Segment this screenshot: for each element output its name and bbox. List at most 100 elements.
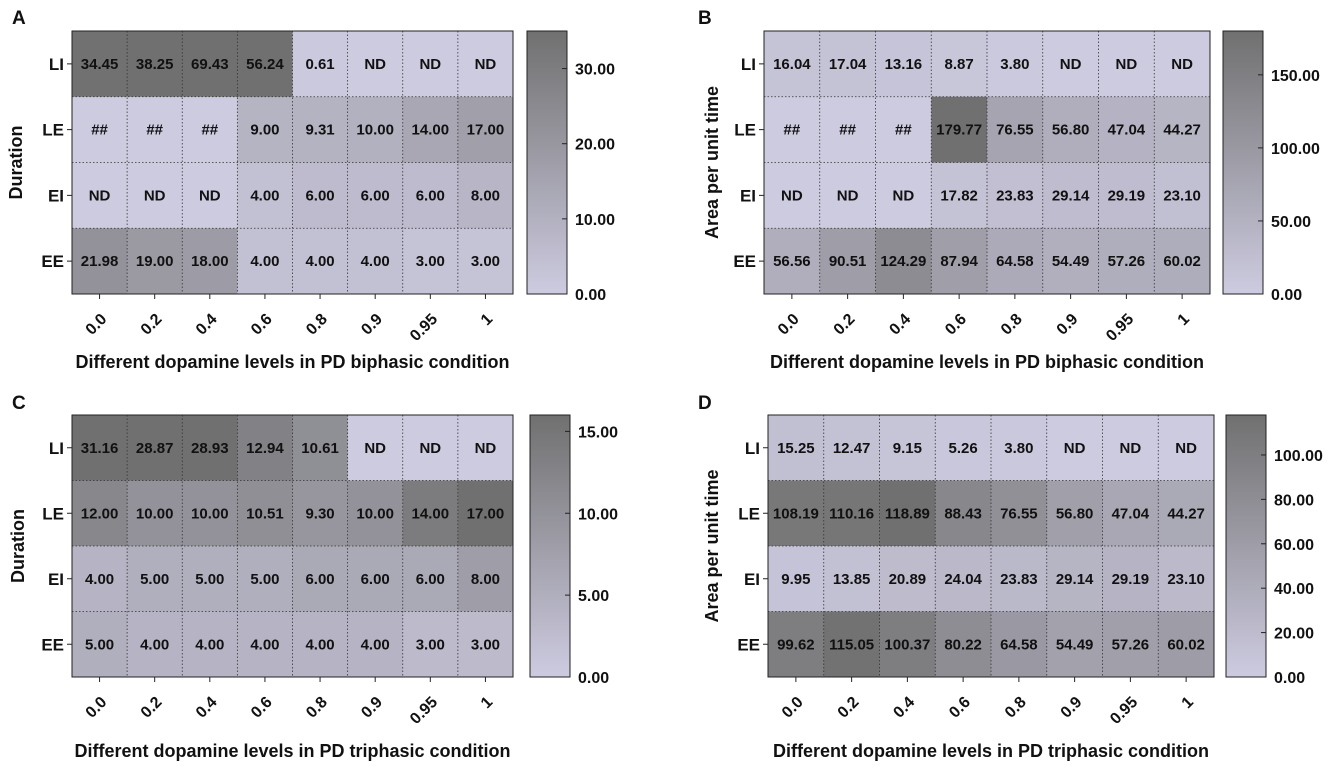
heatmap-cell [931,96,988,163]
cell-labels: 16.04 17.04 13.16 8.87 3.80 ND ND ND ## ## ## 179.7… [773,56,1201,270]
heatmap-panel-a: A34.45 38.25 69.43 56.24 0.61 ND ND ND## ## ## 9.0… [6,8,615,372]
cell-value: ND [419,56,441,73]
cell-value: 3.80 [1004,440,1033,457]
heatmap-cell [823,415,880,481]
cell-value: 10.00 [136,505,174,522]
cell-value: 20.89 [889,571,927,588]
cell-value: ND [144,187,166,204]
cell-value: 4.00 [361,636,390,653]
cell-value: 90.51 [829,253,867,270]
cell-value: 10.00 [356,505,394,522]
column-tick-labels: 0.0 0.2 0.4 0.6 0.8 0.9 0.95 1 [775,294,1193,345]
heatmap-cell [875,228,932,295]
heatmap-cell [1046,415,1103,481]
cell-value: ## [839,122,856,139]
column-tick-label: 0.8 [303,311,331,339]
cell-value: 4.00 [85,571,114,588]
cell-value: 38.25 [136,56,174,73]
cell-value: ## [895,122,912,139]
heatmap-cell [182,480,238,547]
colorbar-tick-label: 0.00 [1271,287,1302,304]
cell-value: 29.14 [1056,571,1094,588]
heatmap-cell [457,228,514,295]
cell-value: ND [1171,56,1193,73]
heatmap-cell [1098,31,1155,98]
column-tick-label: 0.2 [831,311,859,339]
cell-value: 21.98 [81,253,119,270]
cell-value: 57.26 [1108,253,1146,270]
column-tick-label: 0.4 [193,311,221,339]
plot-frame [71,414,514,678]
heatmap-cell [402,611,459,678]
cell-value: 17.82 [940,187,978,204]
heatmap-cell [237,546,293,612]
y-axis-title: Duration [6,126,26,200]
heatmap-cell [1154,31,1211,98]
heatmap-cells [72,31,514,295]
colorbar-tick-label: 150.00 [1271,68,1320,85]
heatmap-cell [1158,415,1215,481]
column-tick-label: 0.95 [407,694,441,728]
cell-value: 3.00 [416,636,445,653]
row-tick-label: LI [49,439,64,458]
cell-value: 9.15 [893,440,922,457]
heatmap-cell [987,96,1044,163]
heatmap-cell [764,31,821,98]
cell-value: 56.80 [1056,505,1094,522]
cell-value: 44.27 [1167,505,1205,522]
heatmap-cell [1042,31,1099,98]
heatmap-cell [1158,611,1215,678]
heatmap-cell [931,31,988,98]
plot-frame [71,30,514,295]
cell-value: 5.00 [250,571,279,588]
colorbar-gradient [529,414,571,678]
column-tick-label: 0.0 [83,311,111,339]
heatmap-cell [127,162,183,229]
cell-value: ND [893,187,915,204]
cell-value: 10.61 [301,440,339,457]
cell-value: 0.61 [305,56,334,73]
heatmap-cell [127,96,183,163]
cell-value: ND [475,56,497,73]
heatmap-cell [991,546,1048,612]
cell-value: ND [364,440,386,457]
column-tick-label: 0.2 [138,694,166,722]
cell-value: 4.00 [361,253,390,270]
heatmap-cell [402,546,459,612]
colorbar-gradient [1222,30,1264,295]
cell-value: 76.55 [996,122,1034,139]
cell-value: ND [199,187,221,204]
cell-value: 99.62 [777,636,815,653]
heatmap-cell [127,31,183,98]
heatmap-cell [127,415,183,481]
column-tick-label: 1 [1179,694,1197,712]
heatmap-cell [292,31,349,98]
cell-value: 12.47 [833,440,871,457]
colorbar-tick-label: 40.00 [1274,581,1314,598]
cell-value: 29.14 [1052,187,1090,204]
column-tick-label: 0.2 [835,694,863,722]
cell-value: 124.29 [880,253,926,270]
heatmap-cell [935,415,992,481]
cell-value: 110.16 [829,505,874,522]
heatmap-cell [182,415,238,481]
cell-value: 28.87 [136,440,174,457]
cell-value: 17.00 [467,122,505,139]
cell-value: 17.00 [467,505,505,522]
cell-value: 4.00 [305,636,334,653]
heatmap-cell [237,31,293,98]
cell-value: 17.04 [829,56,867,73]
cell-value: 5.00 [140,571,169,588]
panel-label: B [698,8,712,29]
cell-value: 23.10 [1163,187,1201,204]
heatmap-panel-d: D 15.25 12.47 9.15 5.26 3.80 ND ND ND 108.19 110.1… [698,393,1323,761]
heatmap-cell [1042,228,1099,295]
panel-label: C [12,393,26,414]
heatmap-cell [875,96,932,163]
heatmap-cell [72,31,128,98]
cell-value: 8.00 [471,187,500,204]
colorbar-tick-label: 80.00 [1274,492,1314,509]
heatmap-cell [879,546,936,612]
heatmap-cell [823,480,880,547]
heatmap-cells [768,415,1215,678]
